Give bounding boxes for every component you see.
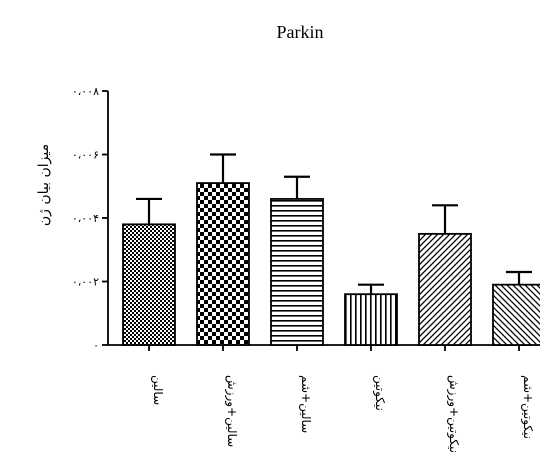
bar [122,223,176,346]
y-ticks: ۰ ۰،۰۰۲ ۰،۰۰۴ ۰،۰۰۶ ۰،۰۰۸ [72,85,108,352]
y-axis-label: میزان بیان ژن [36,144,52,226]
bar [196,182,250,346]
y-tick-label: ۰،۰۰۶ [72,149,99,162]
error-bars [136,153,532,295]
bar [270,198,324,346]
x-tick-label: نیکوتین+ورزش [446,375,461,453]
y-tick-label: ۰،۰۰۲ [72,276,99,289]
x-tick-label: سالین [150,375,165,405]
y-tick-label: ۰،۰۰۴ [72,212,99,225]
bars [122,182,540,346]
chart-title: Parkin [277,22,324,42]
bar [418,232,472,346]
y-tick-label: ۰،۰۰۸ [72,85,99,98]
bar [344,293,398,346]
x-ticks: سالین سالین+ورزش سالین+شم نیکوتین نیکوتین+ور… [148,345,535,453]
x-tick-label: نیکوتین [372,375,387,411]
bar [492,283,540,346]
x-tick-label: سالین+شم [298,375,313,433]
y-tick-label: ۰ [93,339,99,352]
x-tick-label: سالین+ورزش [224,375,239,447]
x-tick-label: نیکوتین+شم [520,375,535,439]
